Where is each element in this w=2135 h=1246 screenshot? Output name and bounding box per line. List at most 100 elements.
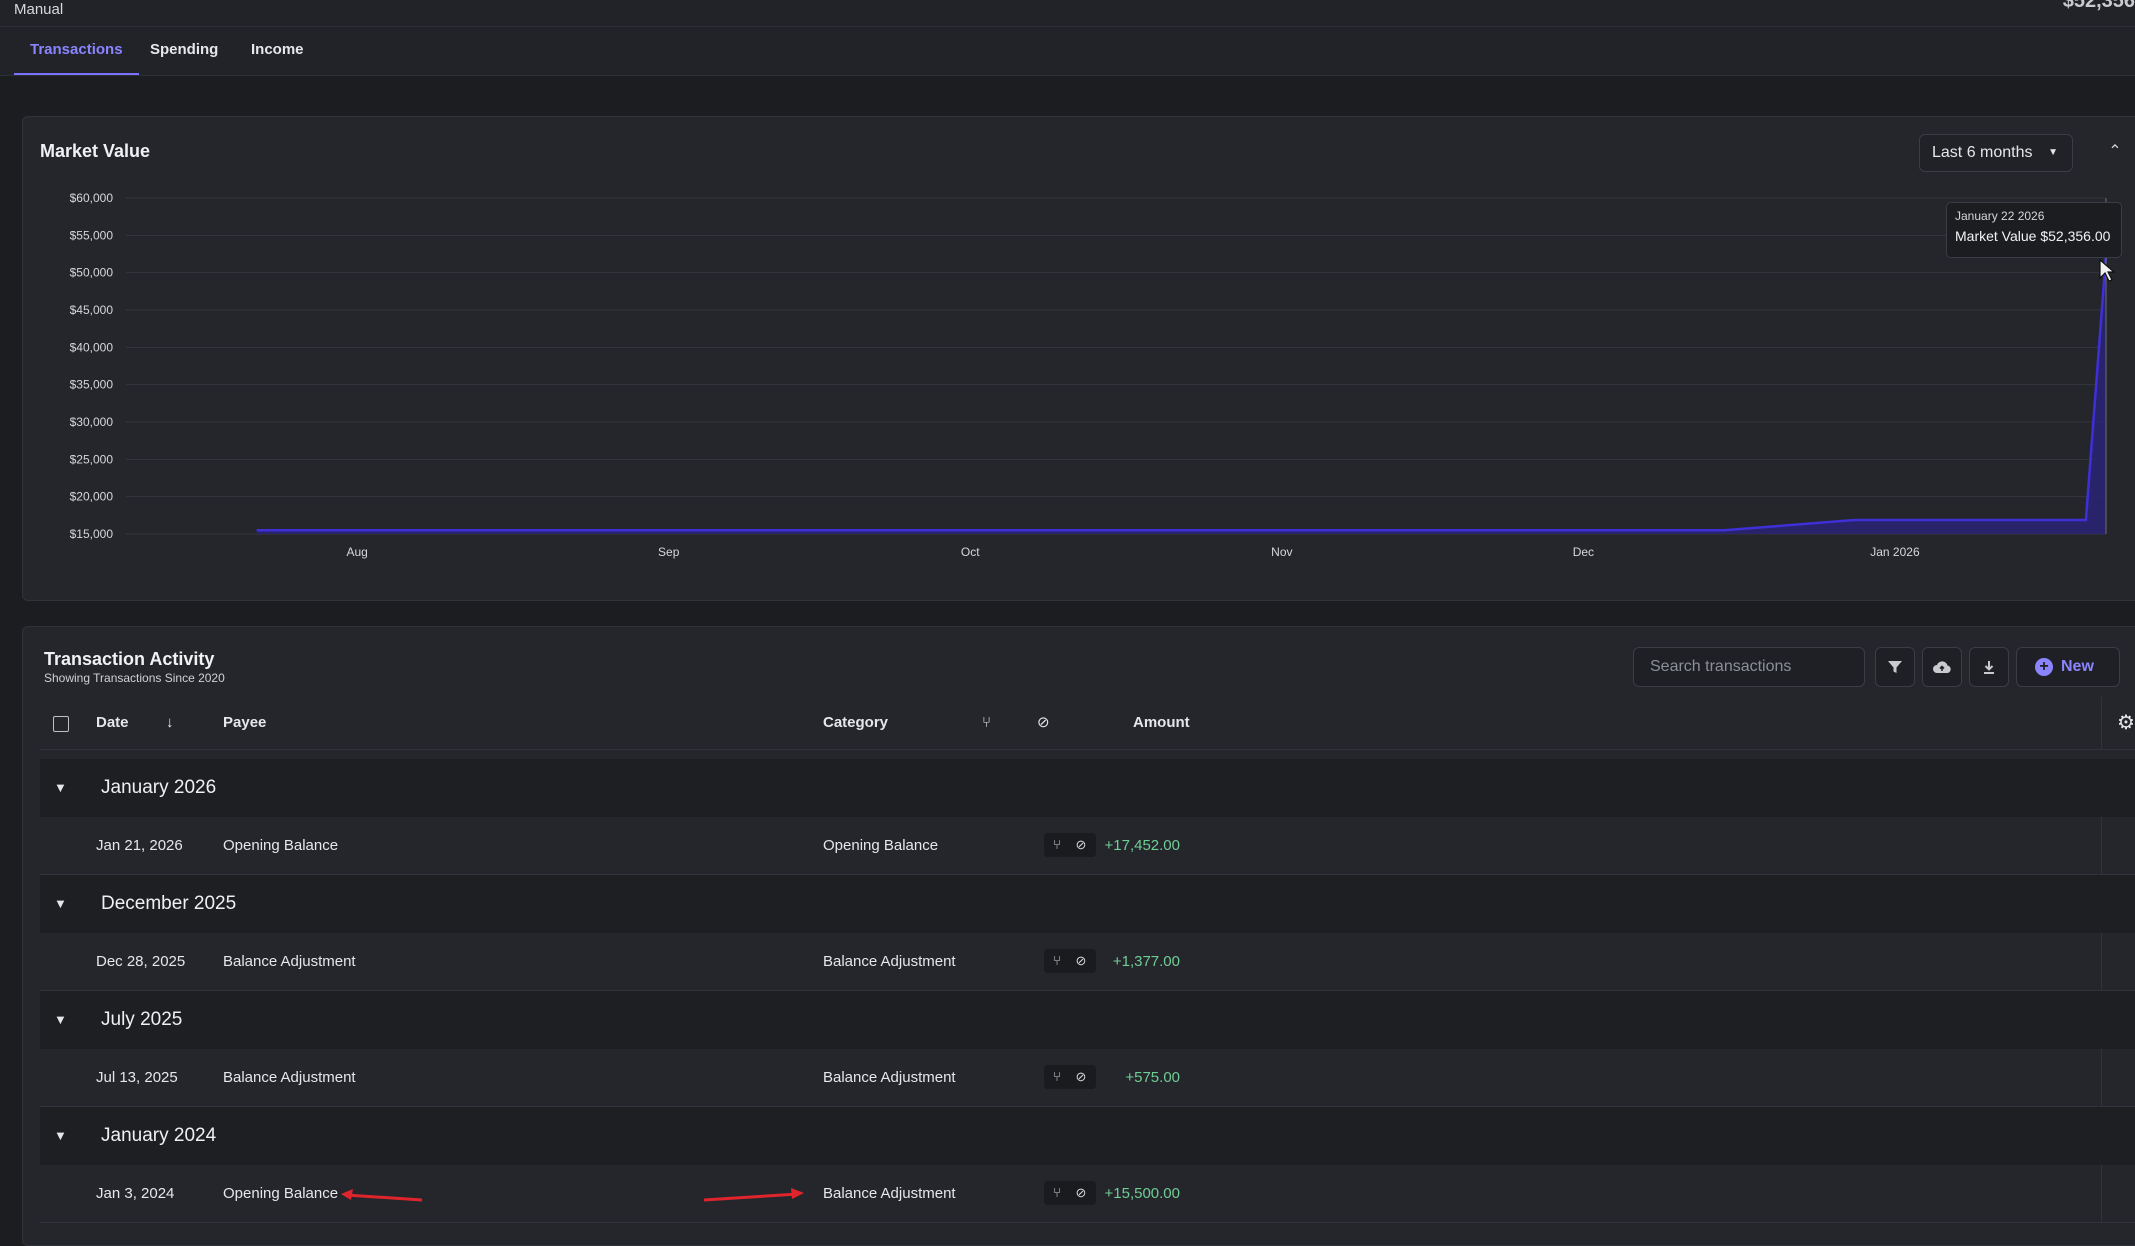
y-tick-label: $30,000 — [70, 415, 114, 429]
activity-subtitle: Showing Transactions Since 2020 — [44, 671, 225, 685]
tooltip-value-line: Market Value $52,356.00 — [1955, 228, 2113, 244]
column-divider — [2101, 933, 2102, 990]
date-range-dropdown[interactable]: Last 6 months ▼ — [1919, 134, 2073, 172]
column-divider — [2101, 1165, 2102, 1222]
tab-transactions[interactable]: Transactions — [14, 27, 139, 75]
row-payee[interactable]: Opening Balance — [223, 1185, 339, 1202]
row-date: Jul 13, 2025 — [96, 1069, 178, 1086]
x-tick-label: Oct — [961, 545, 980, 559]
tooltip-date: January 22 2026 — [1955, 209, 2045, 223]
group-header: ▼ July 2025 — [40, 991, 2135, 1050]
gear-icon[interactable]: ⚙ — [2117, 712, 2135, 734]
plus-circle-icon: + — [2035, 658, 2053, 676]
x-tick-label: Sep — [658, 545, 680, 559]
column-divider — [2101, 817, 2102, 874]
y-tick-label: $45,000 — [70, 303, 114, 317]
market-value-card: Market Value Last 6 months ▼ ⌃ — [22, 116, 2135, 601]
mouse-cursor-icon — [2099, 258, 2116, 282]
y-tick-label: $60,000 — [70, 191, 114, 205]
row-payee[interactable]: Balance Adjustment — [223, 953, 356, 970]
split-icon: ⑂ — [982, 714, 992, 731]
tab-bar: Transactions Spending Income — [0, 27, 2135, 76]
series-line — [256, 255, 2108, 532]
group-label: July 2025 — [101, 1009, 183, 1030]
group-label: January 2026 — [101, 777, 217, 798]
row-flags: ⑂ ⊘ — [1044, 949, 1096, 973]
y-tick-label: $15,000 — [70, 527, 114, 541]
group-header: ▼ December 2025 — [40, 875, 2135, 934]
eye-off-icon[interactable]: ⊘ — [1075, 1069, 1087, 1084]
account-balance: $52,356 — [2062, 0, 2135, 12]
download-icon — [1984, 660, 1994, 674]
tab-income[interactable]: Income — [251, 41, 304, 58]
caret-down-icon: ▼ — [2048, 147, 2058, 158]
new-transaction-button[interactable]: + New — [2016, 647, 2120, 687]
row-category[interactable]: Opening Balance — [823, 837, 939, 854]
table-row[interactable]: Jan 3, 2024 Opening Balance Balance Adju… — [40, 1165, 2135, 1223]
eye-off-icon[interactable]: ⊘ — [1075, 1185, 1087, 1200]
eye-off-icon[interactable]: ⊘ — [1075, 953, 1087, 968]
chevron-down-icon[interactable]: ▼ — [54, 896, 67, 911]
split-icon[interactable]: ⑂ — [1053, 953, 1061, 968]
row-payee[interactable]: Balance Adjustment — [223, 1069, 356, 1086]
search-input[interactable] — [1633, 647, 1865, 687]
column-divider — [2101, 1049, 2102, 1106]
red-arrow-annotation — [341, 1189, 423, 1202]
row-date: Dec 28, 2025 — [96, 953, 186, 970]
account-name: Manual — [14, 1, 64, 18]
chevron-down-icon[interactable]: ▼ — [54, 780, 67, 795]
y-tick-label: $20,000 — [70, 490, 114, 504]
table-row[interactable]: Jul 13, 2025 Balance Adjustment Balance … — [40, 1049, 2135, 1107]
table-row[interactable]: Jan 21, 2026 Opening Balance Opening Bal… — [40, 817, 2135, 875]
row-payee[interactable]: Opening Balance — [223, 837, 339, 854]
cloud-upload-icon — [1933, 661, 1951, 673]
import-button[interactable] — [1922, 647, 1962, 687]
chevron-down-icon[interactable]: ▼ — [54, 1012, 67, 1027]
split-icon[interactable]: ⑂ — [1053, 1069, 1061, 1084]
split-icon[interactable]: ⑂ — [1053, 837, 1061, 852]
x-tick-label: Dec — [1573, 545, 1594, 559]
row-category[interactable]: Balance Adjustment — [823, 953, 956, 970]
eye-off-icon[interactable]: ⊘ — [1075, 837, 1087, 852]
column-category[interactable]: Category — [823, 714, 889, 731]
row-amount: +575.00 — [1125, 1069, 1180, 1086]
row-amount: +1,377.00 — [1112, 953, 1180, 970]
row-date: Jan 21, 2026 — [96, 837, 183, 854]
table-header: Date ↓ Payee Category ⑂ ⊘ Amount ⚙ — [40, 697, 2135, 750]
y-tick-label: $55,000 — [70, 228, 114, 242]
account-header: Manual $52,356 — [0, 0, 2135, 27]
chevron-down-icon[interactable]: ▼ — [54, 1128, 67, 1143]
date-range-label: Last 6 months — [1932, 144, 2033, 161]
y-tick-label: $35,000 — [70, 378, 114, 392]
red-arrow-annotation — [703, 1188, 804, 1202]
group-label: January 2024 — [101, 1125, 217, 1146]
row-flags: ⑂ ⊘ — [1044, 1181, 1096, 1205]
column-divider — [2101, 697, 2102, 749]
column-payee[interactable]: Payee — [223, 714, 267, 731]
group-header: ▼ January 2026 — [40, 759, 2135, 818]
tooltip-value: $52,356.00 — [2040, 228, 2111, 244]
column-date[interactable]: Date — [96, 714, 129, 731]
split-icon[interactable]: ⑂ — [1053, 1185, 1061, 1200]
x-tick-label: Jan 2026 — [1870, 545, 1920, 559]
x-tick-label: Nov — [1271, 545, 1292, 559]
column-amount[interactable]: Amount — [1133, 714, 1190, 731]
group-header: ▼ January 2024 — [40, 1107, 2135, 1166]
row-flags: ⑂ ⊘ — [1044, 1065, 1096, 1089]
activity-title: Transaction Activity — [44, 649, 215, 669]
row-amount: +15,500.00 — [1104, 1185, 1181, 1202]
select-all-checkbox[interactable] — [53, 716, 69, 732]
filter-button[interactable] — [1875, 647, 1915, 687]
group-label: December 2025 — [101, 893, 237, 914]
y-tick-label: $50,000 — [70, 266, 114, 280]
row-amount: +17,452.00 — [1104, 837, 1181, 854]
y-tick-label: $25,000 — [70, 452, 114, 466]
filter-icon — [1888, 660, 1902, 673]
row-category[interactable]: Balance Adjustment — [823, 1069, 956, 1086]
row-category[interactable]: Balance Adjustment — [823, 1185, 956, 1202]
export-button[interactable] — [1969, 647, 2009, 687]
table-row[interactable]: Dec 28, 2025 Balance Adjustment Balance … — [40, 933, 2135, 991]
chevron-up-icon[interactable]: ⌃ — [2108, 143, 2122, 160]
arrow-down-icon[interactable]: ↓ — [166, 714, 174, 731]
tab-spending[interactable]: Spending — [150, 41, 219, 58]
